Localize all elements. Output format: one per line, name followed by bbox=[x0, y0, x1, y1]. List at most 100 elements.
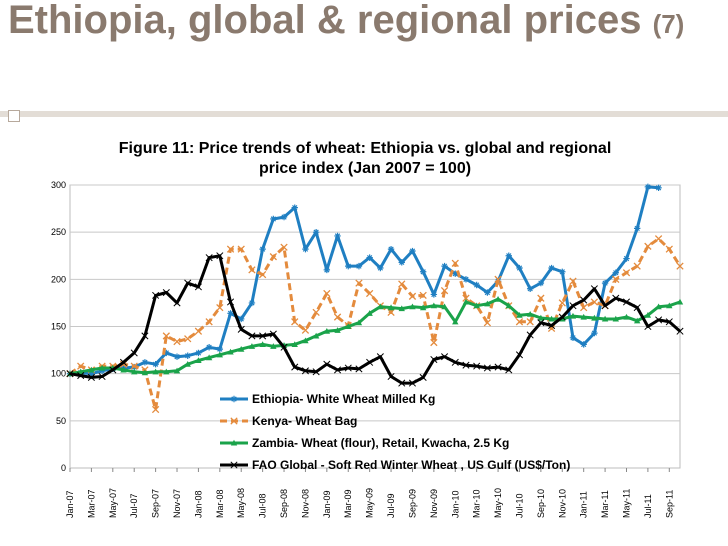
data-point bbox=[377, 264, 384, 272]
data-point bbox=[665, 245, 673, 253]
data-point bbox=[537, 294, 545, 302]
legend-label: Zambia- Wheat (flour), Retail, Kwacha, 2… bbox=[252, 436, 510, 450]
x-tick-label: Sep-11 bbox=[664, 490, 674, 518]
data-point bbox=[291, 341, 298, 347]
data-point bbox=[473, 302, 480, 309]
data-point bbox=[323, 328, 331, 334]
data-point bbox=[345, 323, 352, 330]
data-point bbox=[312, 368, 320, 376]
y-tick-label: 150 bbox=[51, 322, 66, 332]
slide-title: Ethiopia, global & regional prices (7) bbox=[8, 0, 684, 50]
data-point bbox=[548, 315, 555, 322]
data-point bbox=[623, 255, 630, 262]
data-point bbox=[77, 368, 84, 375]
data-point bbox=[515, 351, 524, 359]
data-point bbox=[230, 417, 238, 425]
data-point bbox=[419, 373, 427, 381]
data-point bbox=[452, 270, 459, 277]
data-point bbox=[441, 353, 449, 361]
data-point bbox=[216, 345, 224, 353]
data-point bbox=[355, 365, 363, 373]
data-point bbox=[195, 349, 202, 357]
series-line bbox=[69, 254, 681, 385]
x-tick-label: Mar-09 bbox=[343, 489, 353, 518]
data-point bbox=[270, 215, 277, 223]
data-point bbox=[173, 367, 181, 374]
legend-item: FAO Global - Soft Red Winter Wheat , US … bbox=[220, 454, 570, 476]
data-point bbox=[633, 304, 641, 312]
data-point bbox=[398, 379, 406, 387]
data-point bbox=[676, 298, 684, 305]
data-point bbox=[387, 245, 395, 253]
data-point bbox=[195, 357, 202, 364]
data-point bbox=[484, 289, 491, 296]
data-point bbox=[526, 331, 534, 339]
x-tick-label: Jul-09 bbox=[386, 493, 396, 518]
data-point bbox=[526, 311, 534, 317]
x-tick-label: Sep-10 bbox=[536, 489, 546, 518]
data-point bbox=[622, 298, 631, 306]
data-point bbox=[419, 304, 427, 311]
data-point bbox=[558, 299, 566, 307]
x-tick-label: Sep-08 bbox=[279, 489, 289, 518]
data-point bbox=[131, 368, 138, 375]
legend-swatch bbox=[220, 439, 248, 446]
data-point bbox=[505, 302, 512, 309]
data-point bbox=[323, 360, 331, 368]
y-tick-label: 250 bbox=[51, 227, 66, 237]
data-point bbox=[291, 318, 299, 326]
title-divider-marker bbox=[8, 110, 20, 122]
data-point bbox=[473, 281, 480, 289]
x-tick-label: May-10 bbox=[493, 488, 503, 518]
data-point bbox=[194, 327, 203, 335]
data-point bbox=[77, 371, 85, 380]
data-point bbox=[238, 315, 245, 323]
data-point bbox=[258, 270, 267, 279]
series-4 bbox=[66, 252, 684, 387]
data-point bbox=[355, 279, 363, 287]
chart-legend: Ethiopia- White Wheat Milled Kg Kenya- Wh… bbox=[220, 388, 570, 476]
x-tick-label: Mar-07 bbox=[86, 489, 96, 518]
data-point bbox=[633, 262, 641, 270]
data-point bbox=[98, 364, 106, 371]
data-point bbox=[526, 318, 534, 326]
data-point bbox=[483, 319, 492, 327]
chart-title: Figure 11: Price trends of wheat: Ethiop… bbox=[118, 140, 612, 177]
data-point bbox=[473, 362, 481, 370]
data-point bbox=[184, 352, 191, 359]
data-point bbox=[494, 363, 502, 371]
x-tick-label: Jan-09 bbox=[322, 490, 332, 518]
data-point bbox=[98, 372, 106, 381]
data-point bbox=[612, 275, 620, 283]
data-point bbox=[141, 369, 149, 376]
data-point bbox=[141, 332, 149, 340]
legend-label: FAO Global - Soft Red Winter Wheat , US … bbox=[252, 458, 571, 472]
data-point bbox=[333, 313, 342, 321]
data-point bbox=[633, 317, 641, 324]
data-point bbox=[644, 311, 652, 318]
legend-item: Zambia- Wheat (flour), Retail, Kwacha, 2… bbox=[220, 432, 570, 454]
data-point bbox=[612, 315, 619, 322]
title-divider bbox=[0, 111, 728, 117]
data-point bbox=[152, 361, 159, 368]
series-3 bbox=[66, 295, 684, 377]
data-point bbox=[569, 277, 577, 285]
legend-item: Kenya- Wheat Bag bbox=[220, 410, 570, 432]
data-point bbox=[591, 329, 598, 337]
legend-swatch bbox=[220, 395, 248, 403]
y-tick-label: 100 bbox=[51, 369, 66, 379]
data-point bbox=[163, 368, 170, 375]
data-point bbox=[376, 353, 384, 361]
data-point bbox=[644, 322, 652, 331]
data-point bbox=[345, 262, 352, 270]
x-tick-label: Nov-09 bbox=[429, 489, 439, 518]
data-point bbox=[333, 366, 342, 374]
x-tick-label: Nov-10 bbox=[557, 489, 567, 518]
data-point bbox=[505, 252, 512, 259]
x-tick-label: Nov-08 bbox=[300, 489, 310, 518]
data-point bbox=[227, 348, 234, 355]
series-lines bbox=[66, 183, 684, 414]
data-point bbox=[88, 366, 95, 373]
x-tick-label: Jan-07 bbox=[65, 490, 75, 518]
data-point bbox=[205, 318, 213, 326]
